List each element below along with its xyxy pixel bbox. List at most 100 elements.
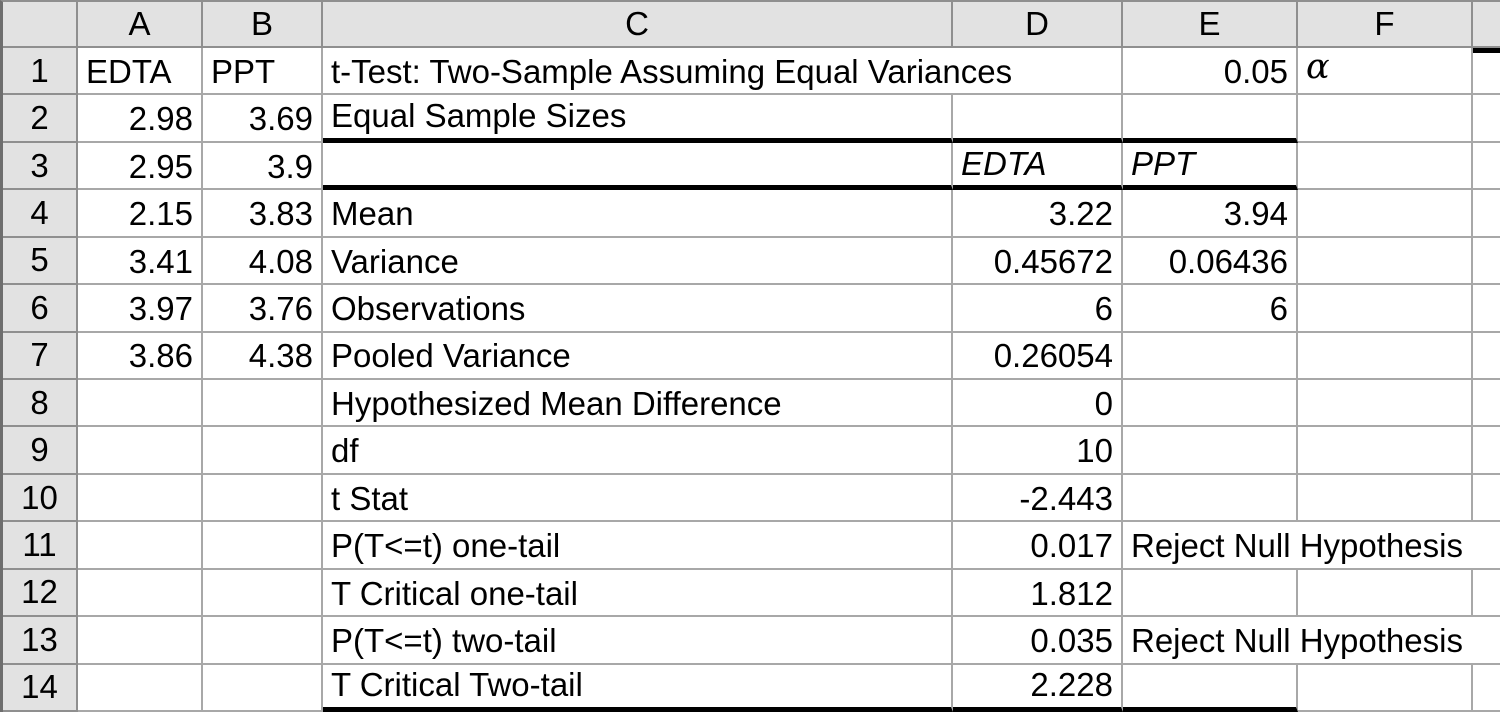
- cell-D8[interactable]: 0: [953, 379, 1123, 428]
- cell-F14[interactable]: [1298, 664, 1473, 712]
- cell-A8[interactable]: [78, 379, 203, 428]
- column-header-a[interactable]: A: [78, 2, 203, 48]
- cell-A13[interactable]: [78, 617, 203, 665]
- cell-B14[interactable]: [203, 664, 323, 712]
- cell-A1[interactable]: EDTA: [78, 48, 203, 96]
- row-header-6[interactable]: 6: [3, 285, 78, 333]
- cell-D9[interactable]: 10: [953, 427, 1123, 475]
- cell-D12[interactable]: 1.812: [953, 569, 1123, 618]
- row-header-7[interactable]: 7: [3, 332, 78, 380]
- cell-C2[interactable]: Equal Sample Sizes: [323, 95, 953, 143]
- row-header-3[interactable]: 3: [3, 142, 78, 191]
- cell-E2[interactable]: [1123, 95, 1298, 143]
- cell-F12[interactable]: [1298, 569, 1473, 618]
- cell-D7[interactable]: 0.26054: [953, 332, 1123, 380]
- cell-B2[interactable]: 3.69: [203, 95, 323, 143]
- cell-A12[interactable]: [78, 569, 203, 618]
- cell-B12[interactable]: [203, 569, 323, 618]
- cell-D11[interactable]: 0.017: [953, 522, 1123, 570]
- cell-E5[interactable]: 0.06436: [1123, 237, 1298, 286]
- cell-E6[interactable]: 6: [1123, 285, 1298, 333]
- cell-G2[interactable]: [1473, 95, 1500, 143]
- cell-E9[interactable]: [1123, 427, 1298, 475]
- cell-A3[interactable]: 2.95: [78, 142, 203, 191]
- cell-E3[interactable]: PPT: [1123, 142, 1298, 191]
- cell-C3[interactable]: [323, 142, 953, 191]
- column-header-partial[interactable]: [1473, 2, 1500, 48]
- cell-D10[interactable]: -2.443: [953, 474, 1123, 523]
- cell-A14[interactable]: [78, 664, 203, 712]
- cell-C14[interactable]: T Critical Two-tail: [323, 664, 953, 712]
- cell-B7[interactable]: 4.38: [203, 332, 323, 380]
- cell-E11[interactable]: Reject Null Hypothesis: [1123, 522, 1500, 570]
- cell-B3[interactable]: 3.9: [203, 142, 323, 191]
- cell-G10[interactable]: [1473, 474, 1500, 523]
- cell-G6[interactable]: [1473, 285, 1500, 333]
- cell-A2[interactable]: 2.98: [78, 95, 203, 143]
- cell-E4[interactable]: 3.94: [1123, 190, 1298, 238]
- cell-G12[interactable]: [1473, 569, 1500, 618]
- cell-F9[interactable]: [1298, 427, 1473, 475]
- cell-B10[interactable]: [203, 474, 323, 523]
- row-header-4[interactable]: 4: [3, 190, 78, 238]
- cell-C13[interactable]: P(T<=t) two-tail: [323, 617, 953, 665]
- row-header-10[interactable]: 10: [3, 474, 78, 523]
- row-header-9[interactable]: 9: [3, 427, 78, 475]
- cell-E8[interactable]: [1123, 379, 1298, 428]
- cell-D14[interactable]: 2.228: [953, 664, 1123, 712]
- cell-A10[interactable]: [78, 474, 203, 523]
- column-header-e[interactable]: E: [1123, 2, 1298, 48]
- cell-F2[interactable]: [1298, 95, 1473, 143]
- cell-E7[interactable]: [1123, 332, 1298, 380]
- cell-D5[interactable]: 0.45672: [953, 237, 1123, 286]
- cell-G9[interactable]: [1473, 427, 1500, 475]
- cell-G1[interactable]: [1473, 48, 1500, 96]
- cell-B6[interactable]: 3.76: [203, 285, 323, 333]
- cell-C4[interactable]: Mean: [323, 190, 953, 238]
- cell-D13[interactable]: 0.035: [953, 617, 1123, 665]
- select-all-corner[interactable]: [3, 2, 78, 48]
- cell-D4[interactable]: 3.22: [953, 190, 1123, 238]
- cell-F3[interactable]: [1298, 142, 1473, 191]
- column-header-c[interactable]: C: [323, 2, 953, 48]
- cell-G14[interactable]: [1473, 664, 1500, 712]
- cell-C1[interactable]: t-Test: Two-Sample Assuming Equal Varian…: [323, 48, 1123, 96]
- cell-F4[interactable]: [1298, 190, 1473, 238]
- cell-A9[interactable]: [78, 427, 203, 475]
- cell-F8[interactable]: [1298, 379, 1473, 428]
- column-header-b[interactable]: B: [203, 2, 323, 48]
- cell-G4[interactable]: [1473, 190, 1500, 238]
- cell-E13[interactable]: Reject Null Hypothesis: [1123, 617, 1500, 665]
- cell-G8[interactable]: [1473, 379, 1500, 428]
- cell-B9[interactable]: [203, 427, 323, 475]
- cell-A11[interactable]: [78, 522, 203, 570]
- row-header-11[interactable]: 11: [3, 522, 78, 570]
- column-header-d[interactable]: D: [953, 2, 1123, 48]
- cell-C7[interactable]: Pooled Variance: [323, 332, 953, 380]
- cell-D2[interactable]: [953, 95, 1123, 143]
- cell-B8[interactable]: [203, 379, 323, 428]
- row-header-8[interactable]: 8: [3, 379, 78, 428]
- column-header-f[interactable]: F: [1298, 2, 1473, 48]
- cell-C9[interactable]: df: [323, 427, 953, 475]
- row-header-13[interactable]: 13: [3, 617, 78, 665]
- cell-B1[interactable]: PPT: [203, 48, 323, 96]
- cell-C12[interactable]: T Critical one-tail: [323, 569, 953, 618]
- cell-E1[interactable]: 0.05: [1123, 48, 1298, 96]
- cell-C5[interactable]: Variance: [323, 237, 953, 286]
- cell-G5[interactable]: [1473, 237, 1500, 286]
- cell-G7[interactable]: [1473, 332, 1500, 380]
- cell-F7[interactable]: [1298, 332, 1473, 380]
- row-header-12[interactable]: 12: [3, 569, 78, 618]
- cell-F10[interactable]: [1298, 474, 1473, 523]
- cell-B5[interactable]: 4.08: [203, 237, 323, 286]
- cell-D6[interactable]: 6: [953, 285, 1123, 333]
- cell-B13[interactable]: [203, 617, 323, 665]
- cell-F6[interactable]: [1298, 285, 1473, 333]
- row-header-5[interactable]: 5: [3, 237, 78, 286]
- cell-E12[interactable]: [1123, 569, 1298, 618]
- cell-C8[interactable]: Hypothesized Mean Difference: [323, 379, 953, 428]
- cell-D3[interactable]: EDTA: [953, 142, 1123, 191]
- cell-B11[interactable]: [203, 522, 323, 570]
- cell-C10[interactable]: t Stat: [323, 474, 953, 523]
